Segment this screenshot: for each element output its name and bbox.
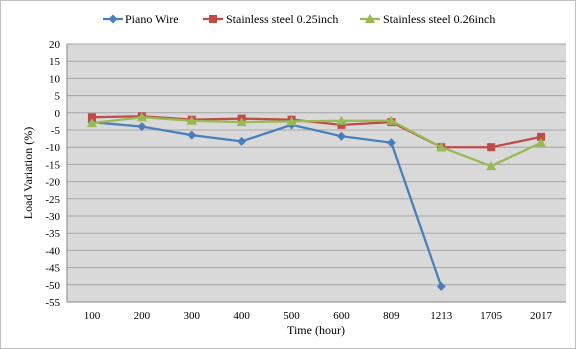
data-point (536, 137, 547, 147)
y-tick-label: -45 (45, 263, 60, 275)
data-point (336, 131, 346, 141)
y-tick-label: -25 (45, 194, 60, 206)
data-point (386, 115, 397, 125)
legend-label: Stainless steel 0.26inch (383, 12, 495, 26)
data-point (537, 132, 546, 141)
x-tick-label: 200 (134, 310, 151, 322)
data-point (187, 130, 197, 140)
data-point (237, 136, 247, 146)
legend-marker (108, 14, 118, 24)
y-tick-label: 10 (49, 73, 61, 85)
data-point (486, 161, 497, 171)
x-tick-label: 2017 (530, 310, 553, 322)
series-line (91, 116, 542, 168)
data-point (137, 122, 147, 132)
x-tick-label: 500 (283, 310, 300, 322)
x-tick-label: 100 (84, 310, 101, 322)
y-tick-label: -55 (45, 297, 60, 309)
y-tick-label: -30 (45, 211, 60, 223)
plot-area (67, 44, 566, 302)
y-tick-label: -35 (45, 228, 60, 240)
legend-marker (365, 14, 375, 23)
data-point (136, 112, 147, 122)
data-point (236, 117, 247, 127)
y-axis-title: Load Variation (%) (21, 127, 35, 219)
y-tick-label: -5 (51, 125, 61, 137)
y-axis-ticks: 20 15 10 5 0 -5 -10 -15 -20 -25 -30 -35 -40 -45 -50 -55 (45, 39, 60, 309)
x-tick-label: 600 (333, 310, 350, 322)
y-tick-label: 5 (55, 91, 61, 103)
data-point (487, 143, 496, 152)
series-3 (86, 112, 547, 171)
legend-item-2: Stainless steel 0.25inch (203, 12, 338, 26)
data-point (87, 113, 96, 122)
data-point (337, 120, 346, 129)
data-point (336, 115, 347, 125)
data-point (436, 142, 447, 152)
series-layer (86, 112, 547, 292)
legend-item-1: Piano Wire (103, 12, 179, 26)
x-tick-label: 1213 (430, 310, 453, 322)
y-tick-label: 20 (49, 39, 61, 51)
legend-marker (209, 15, 217, 23)
data-point (186, 115, 197, 125)
y-tick-label: -40 (45, 245, 60, 257)
legend-label: Stainless steel 0.25inch (226, 12, 338, 26)
y-tick-label: 0 (55, 108, 61, 120)
y-tick-label: -20 (45, 177, 60, 189)
series-line (91, 120, 443, 287)
y-tick-label: -15 (45, 159, 60, 171)
y-tick-label: -10 (45, 142, 60, 154)
y-tick-label: 15 (49, 56, 61, 68)
legend: Piano Wire Stainless steel 0.25inch Stainl… (103, 12, 495, 26)
data-point (436, 282, 446, 292)
x-tick-label: 300 (184, 310, 201, 322)
y-tick-label: -50 (45, 280, 60, 292)
x-tick-label: 400 (233, 310, 250, 322)
x-axis-ticks: 100 200 300 400 500 600 809 1213 1705 2017 (84, 310, 553, 322)
x-axis-title: Time (hour) (287, 323, 345, 337)
legend-label: Piano Wire (125, 12, 179, 26)
data-point (286, 116, 297, 126)
x-tick-label: 809 (383, 310, 400, 322)
legend-item-3: Stainless steel 0.26inch (360, 12, 495, 26)
data-point (86, 118, 97, 128)
x-tick-label: 1705 (480, 310, 503, 322)
data-point (386, 138, 396, 148)
